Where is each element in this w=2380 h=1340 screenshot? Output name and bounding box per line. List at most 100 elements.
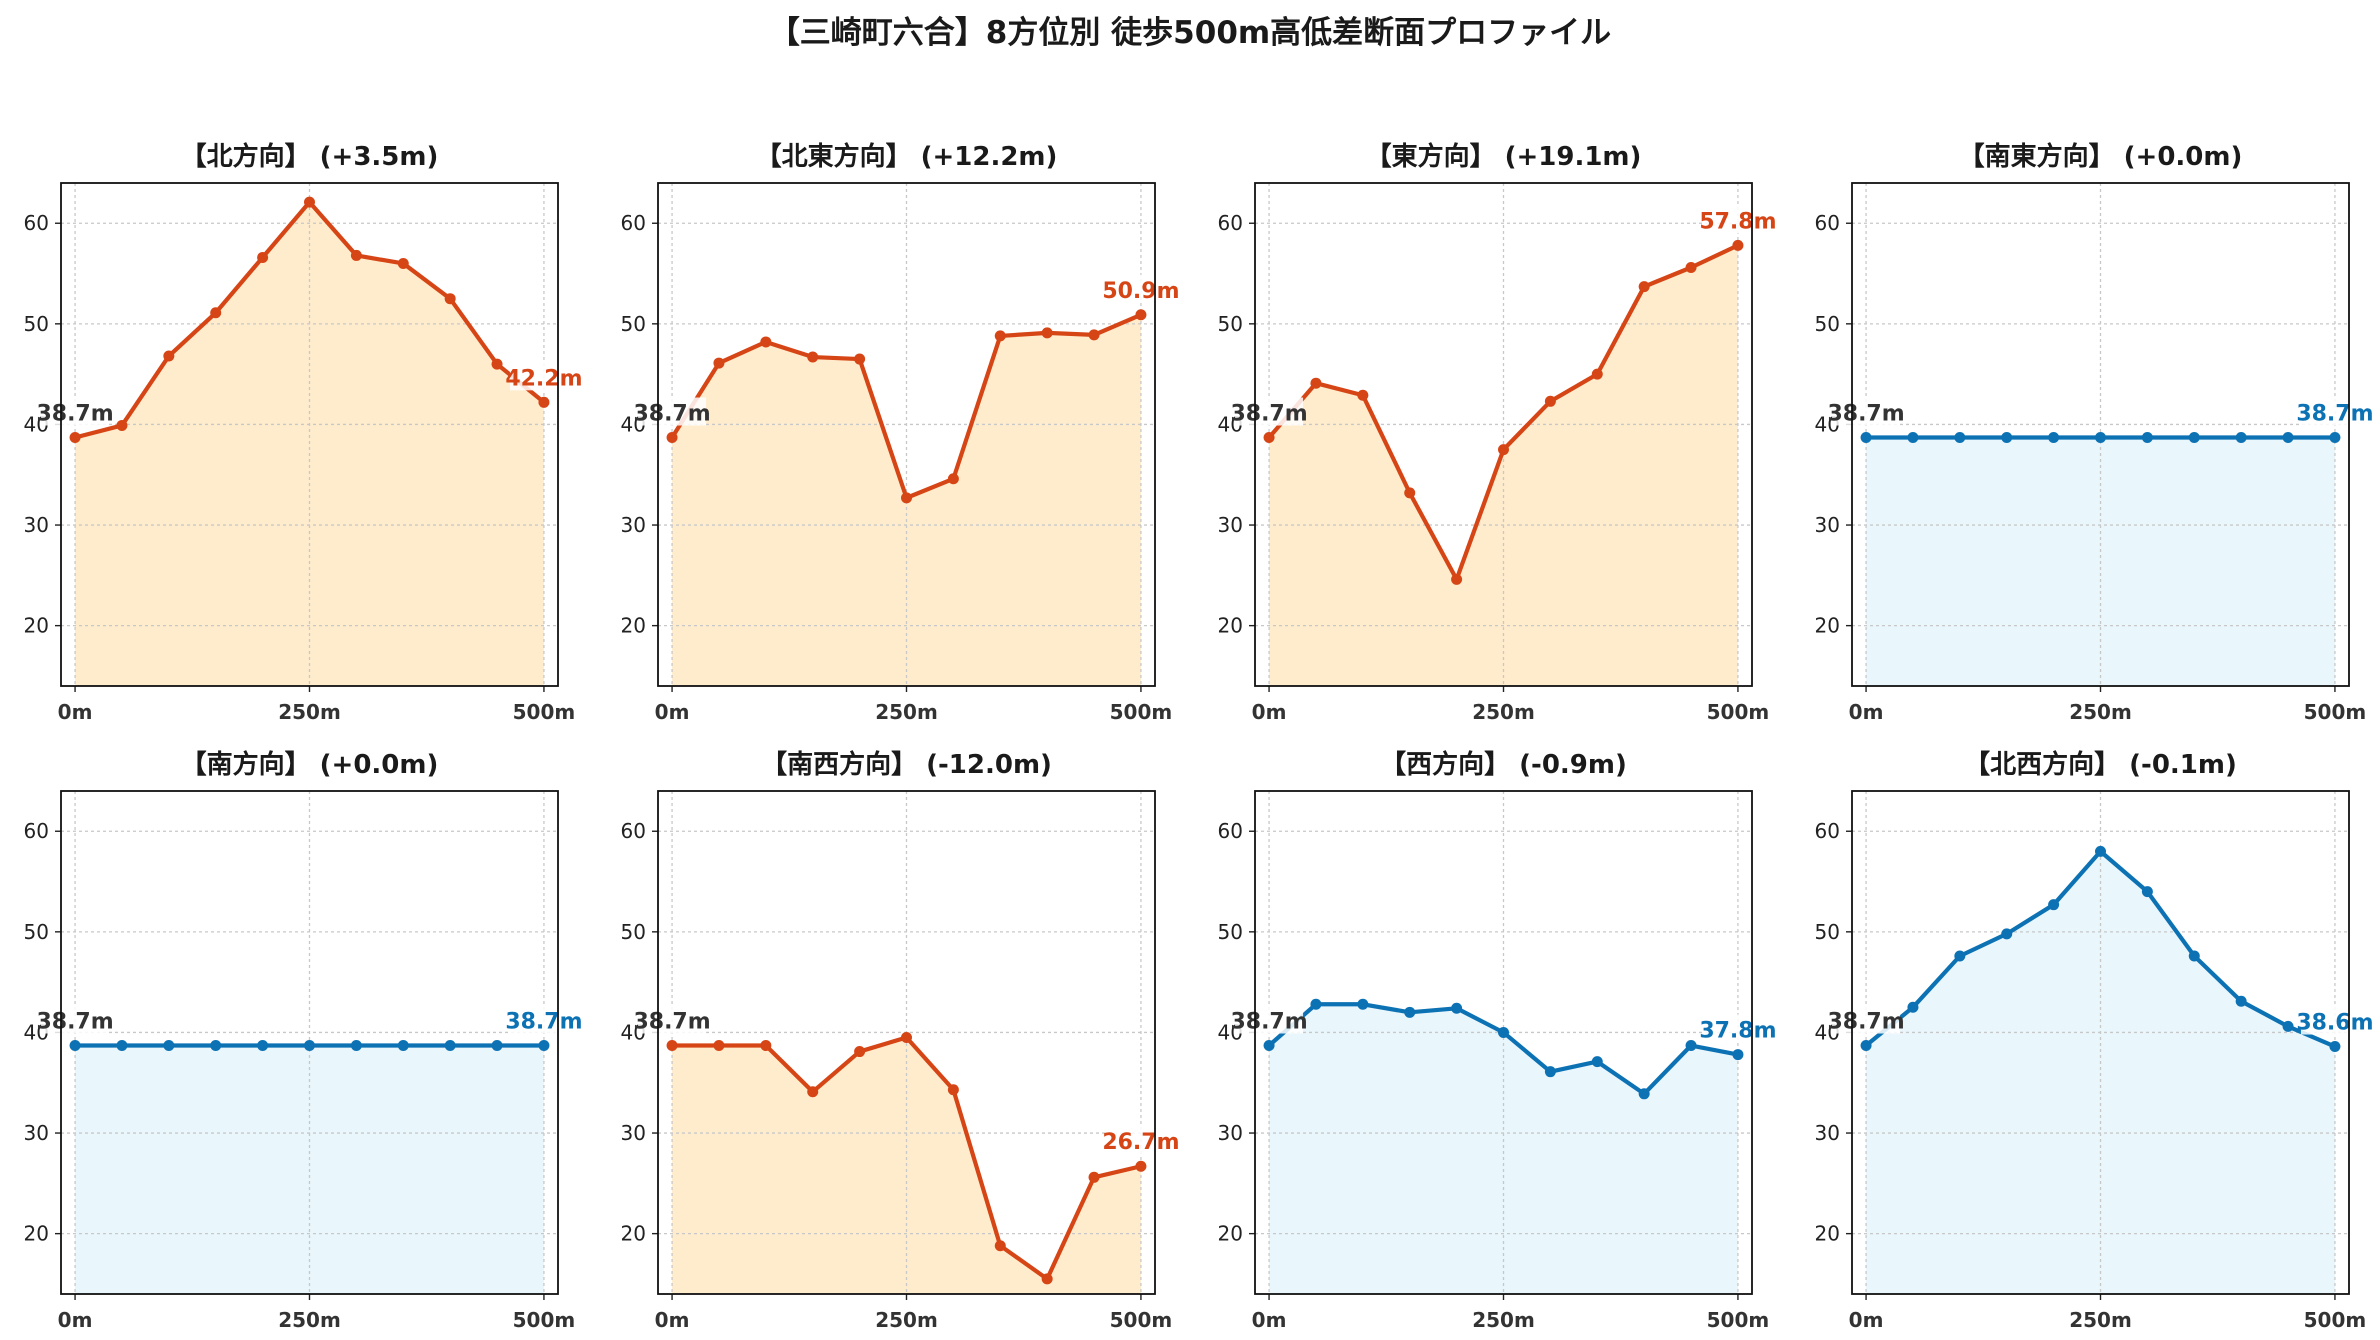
y-tick-label: 20 (1218, 614, 1243, 638)
profile-point (994, 330, 1006, 342)
axes-frame (1851, 790, 2350, 1295)
panel-title: 【東方向】 (+19.1m) (1366, 141, 1642, 172)
y-tick-label: 60 (1218, 819, 1243, 843)
profile-point (1591, 1056, 1603, 1068)
y-tick-label: 20 (1815, 1222, 1840, 1246)
profile-point (2095, 432, 2106, 444)
profile-point (807, 351, 819, 363)
profile-point (1860, 1040, 1872, 1052)
profile-point (257, 251, 269, 263)
x-tick-label: 0m (655, 700, 690, 724)
profile-point (1544, 1066, 1556, 1078)
start-label-bg (638, 397, 707, 426)
profile-point (666, 1040, 678, 1052)
end-label: 57.8m (1699, 209, 1776, 234)
profile-point (713, 357, 725, 369)
start-label-bg (41, 1005, 110, 1034)
x-tick-label: 250m (1472, 700, 1535, 724)
area-fill (75, 202, 544, 686)
y-tick-label: 60 (1815, 819, 1840, 843)
y-tick-label: 20 (621, 614, 646, 638)
profile-point (854, 1046, 866, 1058)
x-tick-label: 0m (1849, 1308, 1884, 1332)
profile-point (2141, 432, 2153, 444)
end-label: 37.8m (1699, 1019, 1776, 1044)
profile-point (2282, 1020, 2294, 1032)
profile-point (1451, 1002, 1463, 1014)
x-tick-label: 0m (655, 1308, 690, 1332)
y-tick-label: 50 (621, 920, 646, 944)
x-tick-label: 0m (58, 1308, 93, 1332)
axes-frame (1851, 182, 2350, 687)
profile-point (1263, 432, 1275, 444)
x-tick-label: 0m (58, 700, 93, 724)
start-label: 38.7m (633, 1010, 710, 1035)
profile-point (1310, 377, 1322, 389)
end-label: 38.6m (2296, 1011, 2373, 1036)
profile-point (350, 249, 362, 261)
profile-point (116, 1040, 128, 1052)
profile-point (1404, 487, 1416, 499)
panel-title: 【南東方向】 (+0.0m) (1959, 141, 2243, 172)
axes-frame (1254, 182, 1753, 687)
y-tick-label: 60 (1218, 211, 1243, 235)
profile-point (69, 432, 81, 444)
end-label-bg (2300, 397, 2369, 426)
profile-point (760, 1040, 772, 1052)
y-tick-label: 60 (621, 211, 646, 235)
start-label: 38.7m (1230, 402, 1307, 427)
end-label-bg (1106, 274, 1175, 303)
profile-point (1357, 389, 1369, 401)
profile-point (69, 1040, 81, 1052)
y-tick-label: 30 (1218, 1121, 1243, 1145)
profile-point (1732, 1049, 1744, 1061)
profile-point (1451, 573, 1463, 585)
x-tick-label: 500m (2304, 700, 2367, 724)
profile-point (538, 1040, 550, 1052)
y-tick-label: 30 (621, 1121, 646, 1145)
profile-point (350, 1040, 362, 1052)
profile-point (994, 1240, 1006, 1252)
start-label-bg (1832, 1005, 1901, 1034)
x-tick-label: 500m (1707, 1308, 1770, 1332)
panel-title: 【北方向】 (+3.5m) (181, 141, 439, 172)
profile-point (2329, 1041, 2341, 1053)
profile-point (163, 350, 175, 362)
start-label-bg (1235, 397, 1304, 426)
profile-point (2282, 432, 2294, 444)
profile-point (210, 1040, 222, 1052)
y-tick-label: 30 (24, 1121, 49, 1145)
profile-point (1685, 1040, 1697, 1052)
x-tick-label: 500m (1110, 700, 1173, 724)
profile-point (1954, 950, 1966, 962)
profile-point (2048, 899, 2060, 911)
start-label-bg (1235, 1005, 1304, 1034)
y-tick-label: 50 (1218, 312, 1243, 336)
end-label-bg (1703, 1014, 1772, 1043)
x-tick-label: 250m (875, 1308, 938, 1332)
panel-title: 【南西方向】 (-12.0m) (761, 749, 1052, 780)
profile-point (1357, 998, 1369, 1010)
x-tick-label: 250m (2069, 1308, 2132, 1332)
profile-point (2188, 432, 2200, 444)
profile-point (2188, 950, 2200, 962)
y-tick-label: 60 (24, 211, 49, 235)
y-tick-label: 30 (1815, 1121, 1840, 1145)
area-fill (1866, 851, 2335, 1294)
x-tick-label: 250m (2069, 700, 2132, 724)
profile-point (947, 473, 959, 485)
x-tick-label: 0m (1252, 1308, 1287, 1332)
profile-point (1135, 309, 1147, 321)
profile-point (1041, 1273, 1053, 1285)
y-tick-label: 50 (24, 920, 49, 944)
axes-frame (657, 182, 1156, 687)
profile-point (257, 1040, 269, 1052)
y-tick-label: 20 (1218, 1222, 1243, 1246)
profile-point (666, 432, 678, 444)
